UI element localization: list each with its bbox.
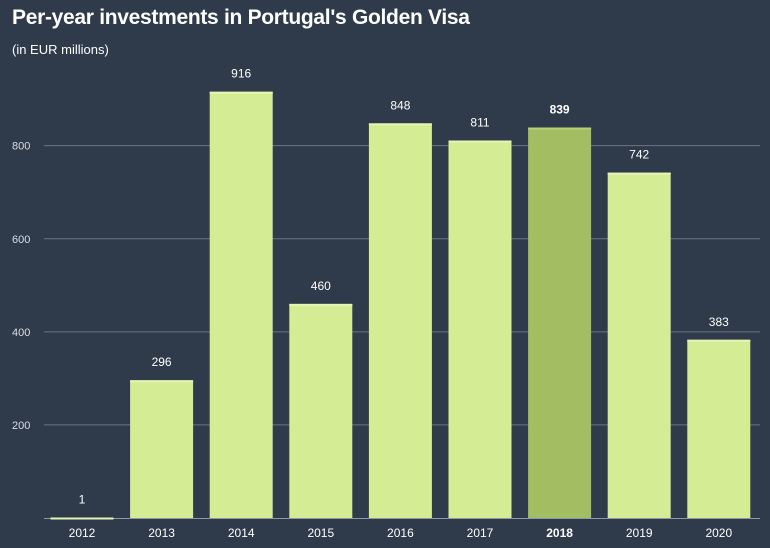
data-label-2018: 839 (550, 103, 570, 117)
x-tick-label-2016: 2016 (387, 526, 414, 540)
bar-2020 (687, 339, 751, 518)
bar-2019 (607, 172, 671, 518)
y-tick-label-600: 600 (12, 234, 30, 246)
y-tick-label-800: 800 (12, 141, 30, 153)
chart-subtitle: (in EUR millions) (12, 42, 109, 57)
data-label-2017: 811 (470, 116, 489, 130)
data-label-2015: 460 (311, 279, 331, 293)
x-tick-label-2013: 2013 (148, 526, 175, 540)
data-label-2016: 848 (390, 98, 410, 112)
x-tick-label-2012: 2012 (69, 526, 96, 540)
data-label-2020: 383 (709, 315, 729, 329)
bar-2013 (130, 380, 194, 518)
x-tick-label-2020: 2020 (705, 526, 732, 540)
bar-2014 (209, 91, 273, 518)
x-tick-label-2019: 2019 (626, 526, 653, 540)
bar-2017 (448, 140, 512, 518)
x-tick-label-2017: 2017 (467, 526, 494, 540)
x-tick-label-2014: 2014 (228, 526, 255, 540)
data-label-2012: 1 (79, 493, 86, 507)
bar-2018 (528, 127, 592, 518)
bar-2015 (289, 303, 353, 518)
x-tick-label-2018: 2018 (546, 526, 573, 540)
bar-2016 (368, 123, 432, 519)
data-label-2013: 296 (152, 355, 172, 369)
y-tick-label-400: 400 (12, 327, 30, 339)
y-tick-label-200: 200 (12, 420, 30, 432)
chart-title: Per-year investments in Portugal's Golde… (12, 6, 470, 29)
data-label-2019: 742 (629, 148, 649, 162)
data-label-2014: 916 (231, 67, 251, 81)
x-tick-label-2015: 2015 (307, 526, 334, 540)
